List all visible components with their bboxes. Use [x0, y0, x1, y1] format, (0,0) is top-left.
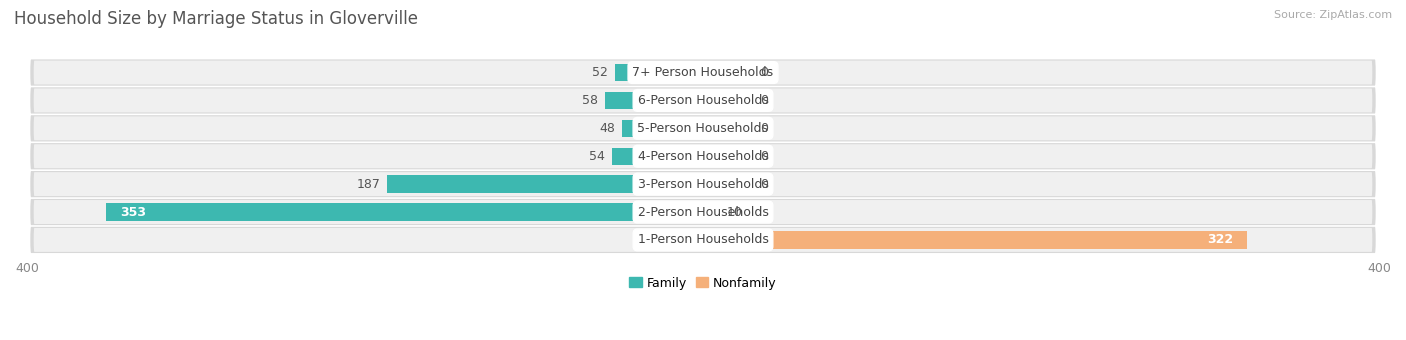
- Bar: [107, 203, 703, 221]
- FancyBboxPatch shape: [34, 61, 1372, 85]
- Text: 322: 322: [1208, 234, 1233, 246]
- Text: 10: 10: [727, 205, 742, 219]
- Text: 187: 187: [356, 177, 380, 191]
- Bar: [703, 120, 754, 137]
- FancyBboxPatch shape: [34, 228, 1372, 252]
- Text: 54: 54: [589, 150, 605, 163]
- Legend: Family, Nonfamily: Family, Nonfamily: [624, 272, 782, 294]
- Bar: [614, 64, 703, 81]
- FancyBboxPatch shape: [34, 88, 1372, 113]
- Bar: [605, 92, 703, 109]
- Bar: [612, 148, 703, 165]
- Text: 4-Person Households: 4-Person Households: [637, 150, 769, 163]
- Text: 0: 0: [761, 94, 769, 107]
- Text: 58: 58: [582, 94, 598, 107]
- Text: 1-Person Households: 1-Person Households: [637, 234, 769, 246]
- Bar: [703, 231, 1247, 249]
- Bar: [703, 92, 754, 109]
- Bar: [703, 175, 754, 193]
- FancyBboxPatch shape: [34, 172, 1372, 196]
- Text: Household Size by Marriage Status in Gloverville: Household Size by Marriage Status in Glo…: [14, 10, 418, 28]
- Text: 6-Person Households: 6-Person Households: [637, 94, 769, 107]
- FancyBboxPatch shape: [31, 59, 1375, 86]
- FancyBboxPatch shape: [31, 199, 1375, 225]
- Text: 5-Person Households: 5-Person Households: [637, 122, 769, 135]
- Bar: [387, 175, 703, 193]
- Text: 353: 353: [120, 205, 146, 219]
- FancyBboxPatch shape: [34, 200, 1372, 224]
- Text: Source: ZipAtlas.com: Source: ZipAtlas.com: [1274, 10, 1392, 20]
- FancyBboxPatch shape: [31, 87, 1375, 114]
- FancyBboxPatch shape: [34, 116, 1372, 140]
- FancyBboxPatch shape: [31, 227, 1375, 253]
- Text: 0: 0: [761, 66, 769, 79]
- Text: 2-Person Households: 2-Person Households: [637, 205, 769, 219]
- Text: 0: 0: [761, 177, 769, 191]
- Bar: [703, 64, 754, 81]
- FancyBboxPatch shape: [34, 144, 1372, 168]
- Bar: [703, 203, 720, 221]
- FancyBboxPatch shape: [31, 143, 1375, 169]
- FancyBboxPatch shape: [31, 115, 1375, 141]
- Text: 0: 0: [761, 122, 769, 135]
- Text: 3-Person Households: 3-Person Households: [637, 177, 769, 191]
- Bar: [703, 148, 754, 165]
- Text: 48: 48: [599, 122, 614, 135]
- Text: 52: 52: [592, 66, 609, 79]
- Text: 7+ Person Households: 7+ Person Households: [633, 66, 773, 79]
- FancyBboxPatch shape: [31, 171, 1375, 197]
- Text: 0: 0: [761, 150, 769, 163]
- Bar: [621, 120, 703, 137]
